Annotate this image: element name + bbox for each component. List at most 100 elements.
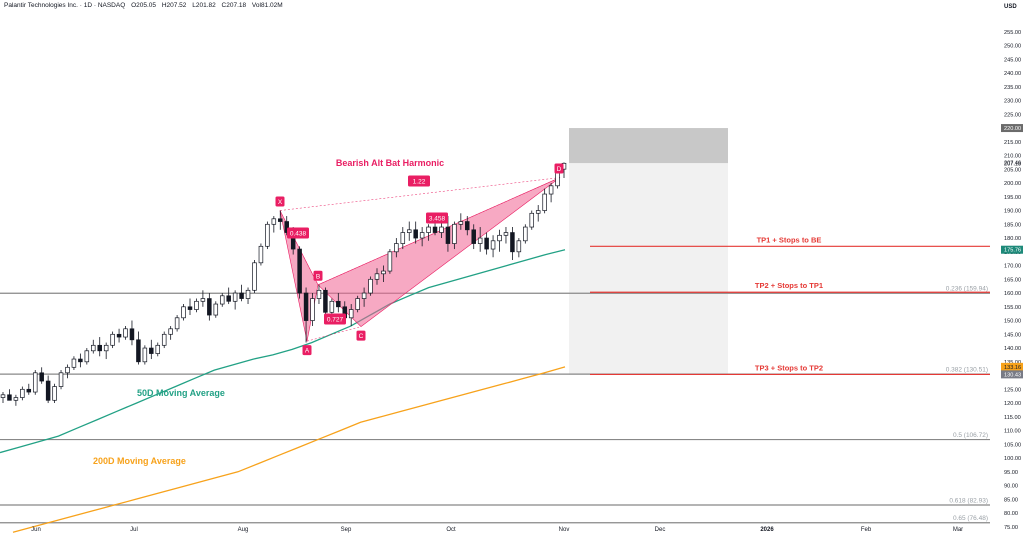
symbol-title: Palantir Technologies Inc. · 1D · NASDAQ [4,2,126,9]
candle-body [58,372,64,387]
candle-body [116,333,122,338]
candle-body [258,245,264,264]
price-tag-label: 220.00 [1004,126,1021,132]
close-value: C207.18 [221,2,247,9]
price-tag-label: 175.76 [1004,248,1021,254]
fib-label: 0.65 (76.48) [953,515,988,522]
ma200-label: 200D Moving Average [93,456,186,466]
price-tag-label: 207.18 [1004,161,1021,167]
candle-body [91,344,96,352]
candle-body [381,270,386,275]
candle-body [32,372,38,393]
y-tick-label: 105.00 [1004,442,1021,448]
candle-body [484,237,489,250]
candle-body [265,223,270,247]
y-tick-label: 95.00 [1004,470,1018,476]
pattern-bcd-triangle [317,177,561,327]
candle-body [368,278,373,294]
candle-body [387,251,393,272]
y-tick-label: 225.00 [1004,112,1021,118]
y-tick-label: 200.00 [1004,181,1021,187]
candle-body [142,347,148,363]
candle-body [458,221,464,225]
price-tag-label: 207.46 [1004,161,1021,167]
pattern-point-label: C [359,333,364,340]
y-tick-label: 155.00 [1004,305,1021,311]
price-tag-box [1001,124,1023,133]
symbol-header: Palantir Technologies Inc. · 1D · NASDAQ… [4,2,287,9]
candle-body [497,234,502,242]
x-tick-label: Dec [655,527,666,533]
candle-body [155,344,161,354]
candle-body [45,380,51,401]
candle-body [20,388,25,398]
candle-body [426,226,431,233]
candle-body [516,240,522,253]
y-tick-label: 230.00 [1004,99,1021,105]
candle-body [97,344,102,352]
pattern-point-label: X [278,199,283,206]
candle-body [336,300,341,308]
candle-body [174,317,180,330]
candle-body [271,218,277,225]
candle-body [284,221,289,233]
candle-body [226,295,231,302]
candle-body [71,358,77,368]
ratio-label: 0.727 [327,317,344,324]
price-tag-box [1001,370,1023,379]
price-tag-box [1001,245,1023,254]
pattern-point-label: B [316,273,320,280]
pattern-bd-line [317,177,561,286]
candle-body [136,339,141,363]
y-tick-label: 140.00 [1004,346,1021,352]
candle-body [374,273,380,280]
candle-body [400,232,406,244]
pattern-title: Bearish Alt Bat Harmonic [336,158,444,168]
y-tick-label: 255.00 [1004,30,1021,36]
target-label: TP1 + Stops to BE [757,235,822,244]
candle-body [471,229,476,244]
candle-body [207,298,212,316]
candle-body [348,309,354,319]
ratio-label: 3.458 [429,216,446,223]
candle-body [413,229,418,239]
pattern-point-label: D [557,166,562,173]
candle-body [200,298,206,302]
fib-label: 0.382 (130.51) [946,367,988,374]
candle-body [110,333,115,346]
candle-body [252,262,257,291]
candle-body [303,292,309,321]
candle-body [310,298,315,321]
candle-body [245,289,251,299]
currency-label: USD [1004,4,1017,10]
y-tick-label: 75.00 [1004,525,1018,531]
y-tick-label: 180.00 [1004,236,1021,242]
y-tick-label: 235.00 [1004,85,1021,91]
candle-body [39,372,44,382]
profit-zone-box [569,163,728,375]
candle-body [329,300,335,313]
y-tick-label: 170.00 [1004,264,1021,270]
x-tick-label: Feb [861,527,872,533]
ratio-box [324,313,346,325]
y-tick-label: 115.00 [1004,415,1021,421]
ratio-box [408,175,430,187]
candle-body [219,295,225,305]
candle-body [123,328,128,338]
y-tick-label: 185.00 [1004,222,1021,228]
fib-label: 0.618 (82.93) [949,497,988,504]
candle-body [13,397,19,401]
candle-body [452,223,457,244]
pattern-point-box [313,270,323,281]
candle-body [445,226,451,244]
open-value: O205.05 [131,2,157,9]
candle-body [65,366,70,374]
high-value: H207.52 [161,2,187,9]
candle-body [239,292,244,299]
y-tick-label: 250.00 [1004,44,1021,50]
candle-body [103,344,109,352]
candle-body [129,328,135,341]
y-tick-label: 160.00 [1004,291,1021,297]
